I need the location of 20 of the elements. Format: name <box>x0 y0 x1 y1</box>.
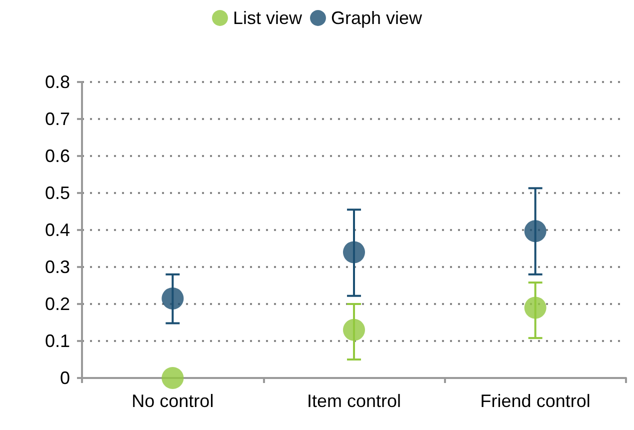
point <box>343 241 365 264</box>
point <box>524 220 546 242</box>
point <box>524 296 546 319</box>
x-tick-label: Friend control <box>480 391 590 411</box>
y-tick-label: 0.3 <box>44 257 70 277</box>
legend-label: Graph view <box>330 8 424 28</box>
y-tick-label: 0 <box>60 368 70 388</box>
y-tick-label: 0.5 <box>44 183 70 203</box>
y-tick-label: 0.2 <box>44 294 70 314</box>
point <box>343 318 365 341</box>
y-tick-label: 0.4 <box>44 220 70 240</box>
x-tick-label: No control <box>132 391 214 411</box>
y-tick-label: 0.8 <box>44 72 70 92</box>
point <box>162 287 184 310</box>
legend-label: List view <box>232 8 303 28</box>
point <box>162 367 184 389</box>
y-tick-label: 0.7 <box>44 109 70 129</box>
x-tick-label: Item control <box>306 391 402 411</box>
y-tick-label: 0.1 <box>44 331 70 351</box>
y-tick-label: 0.6 <box>44 146 70 166</box>
